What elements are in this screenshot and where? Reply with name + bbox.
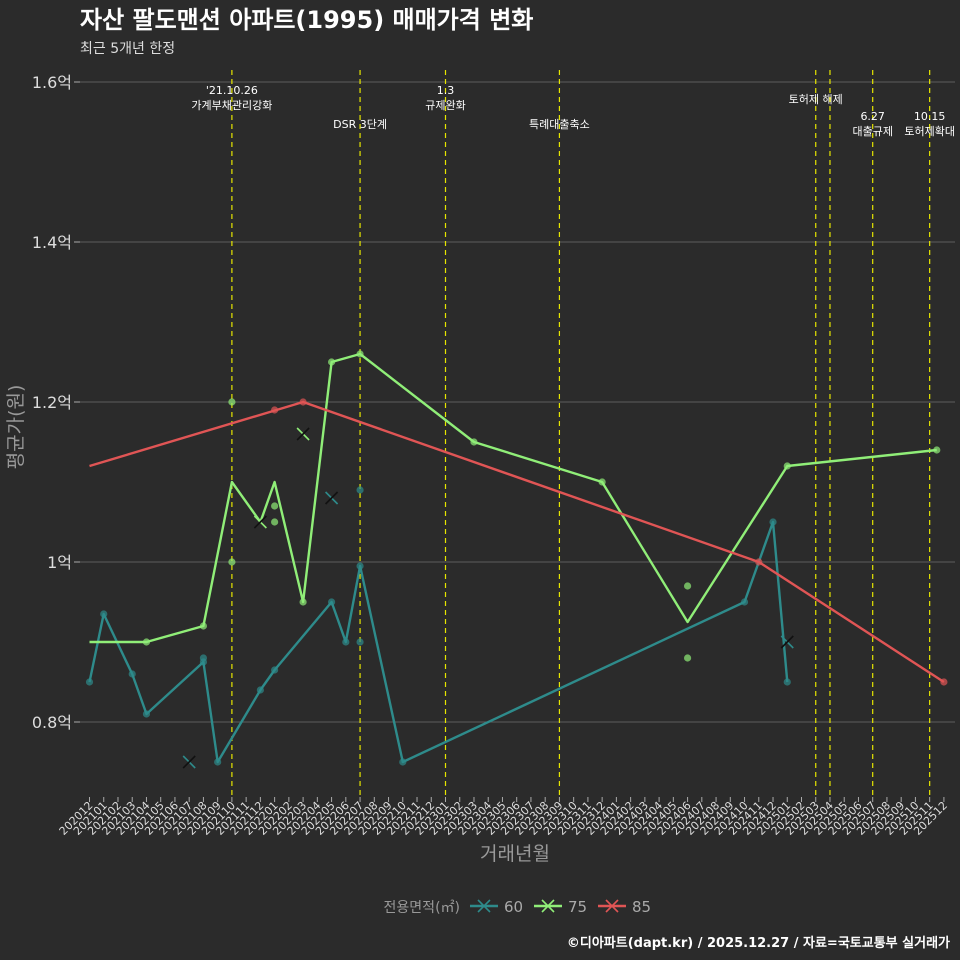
event-label: 대출규제 xyxy=(852,125,892,138)
data-point-60 xyxy=(399,758,407,766)
data-point-60 xyxy=(271,666,279,674)
data-point-85 xyxy=(299,398,307,406)
event-label: 규제완화 xyxy=(425,99,465,112)
data-point-75 xyxy=(142,638,151,646)
series-85 xyxy=(89,398,948,686)
cross-marker-75 xyxy=(296,427,310,441)
data-point-75 xyxy=(271,502,279,510)
event-label: 10.15 xyxy=(914,110,946,123)
y-tick-label: 1.2억 xyxy=(32,393,72,412)
data-point-60 xyxy=(85,678,94,686)
cross-stroke xyxy=(780,635,794,649)
event-label: 토허제확대 xyxy=(904,125,955,138)
y-tick-label: 0.8억 xyxy=(32,713,72,732)
legend-key-cross xyxy=(477,899,491,913)
data-point-60 xyxy=(356,562,364,570)
legend: 전용면적(㎡) 60 75 85 xyxy=(384,898,652,916)
data-point-75 xyxy=(783,462,791,470)
event-label: 1.3 xyxy=(437,84,455,97)
data-point-75 xyxy=(228,558,236,566)
data-point-85 xyxy=(271,406,279,414)
data-point-60 xyxy=(740,598,749,606)
chart-caption: ©디아파트(dapt.kr) / 2025.12.27 / 자료=국토교통부 실… xyxy=(567,935,950,951)
event-label: 특례대출축소 xyxy=(529,118,590,131)
y-axis-ticks: 0.8억 1억 1.2억 1.4억 1.6억 xyxy=(32,73,80,732)
cross-marker-75 xyxy=(253,515,267,529)
y-tick-label: 1억 xyxy=(47,553,72,572)
data-point-75 xyxy=(228,398,236,406)
event-label: 토허제 해제 xyxy=(789,92,843,106)
legend-label: 85 xyxy=(632,898,651,916)
legend-item-85: 85 xyxy=(598,898,651,916)
data-series xyxy=(85,350,948,769)
data-point-60 xyxy=(769,518,777,526)
data-point-60 xyxy=(327,598,336,606)
cross-stroke xyxy=(253,515,267,529)
series-60 xyxy=(85,486,794,769)
legend-item-75: 75 xyxy=(534,898,587,916)
legend-label: 75 xyxy=(568,898,587,916)
y-axis-label: 평균가(원) xyxy=(5,385,27,470)
data-point-60 xyxy=(100,610,108,618)
legend-label: 60 xyxy=(504,898,523,916)
data-point-75 xyxy=(683,582,692,590)
y-tick-label: 1.4억 xyxy=(32,233,72,252)
cross-marker-60 xyxy=(182,755,196,769)
event-label: 6.27 xyxy=(860,110,885,123)
data-point-75 xyxy=(933,446,941,454)
grid-lines xyxy=(80,81,955,723)
data-point-60 xyxy=(128,670,136,678)
cross-marker-60 xyxy=(325,491,339,505)
data-point-60 xyxy=(342,638,350,646)
data-point-75 xyxy=(199,622,208,630)
data-point-60 xyxy=(783,678,791,686)
legend-key-cross xyxy=(605,899,619,913)
event-label: '21.10.26 xyxy=(206,84,258,97)
data-point-75 xyxy=(598,478,606,486)
data-point-75 xyxy=(327,358,336,366)
y-tick-label: 1.6억 xyxy=(32,73,72,92)
data-point-75 xyxy=(271,518,279,526)
chart-subtitle: 최근 5개년 한정 xyxy=(80,41,175,57)
cross-stroke xyxy=(296,427,310,441)
data-point-60 xyxy=(142,710,151,718)
event-label: 가계부채관리강화 xyxy=(191,99,272,112)
data-point-75 xyxy=(470,438,478,446)
data-point-75 xyxy=(683,654,692,662)
data-point-75 xyxy=(299,598,307,606)
data-point-60 xyxy=(199,654,208,662)
series-75 xyxy=(89,350,941,662)
event-label: DSR 3단계 xyxy=(333,118,387,131)
legend-title: 전용면적(㎡) xyxy=(384,900,460,916)
cross-stroke xyxy=(182,755,196,769)
data-point-85 xyxy=(940,678,948,686)
data-point-85 xyxy=(755,558,763,566)
cross-stroke xyxy=(325,491,339,505)
data-point-75 xyxy=(356,350,364,358)
chart-title: 자산 팔도맨션 아파트(1995) 매매가격 변화 xyxy=(80,6,533,34)
x-axis-ticks: 2020122021012021022021032021042021052021… xyxy=(57,797,950,838)
legend-item-60: 60 xyxy=(470,898,523,916)
legend-key-cross xyxy=(541,899,555,913)
series-line-75 xyxy=(89,352,937,644)
data-point-60 xyxy=(214,758,222,766)
data-point-60 xyxy=(356,486,364,494)
series-line-85 xyxy=(89,400,945,684)
data-point-60 xyxy=(256,686,264,694)
x-axis-label: 거래년월 xyxy=(480,843,550,865)
cross-marker-60 xyxy=(780,635,794,649)
data-point-60 xyxy=(356,638,364,646)
